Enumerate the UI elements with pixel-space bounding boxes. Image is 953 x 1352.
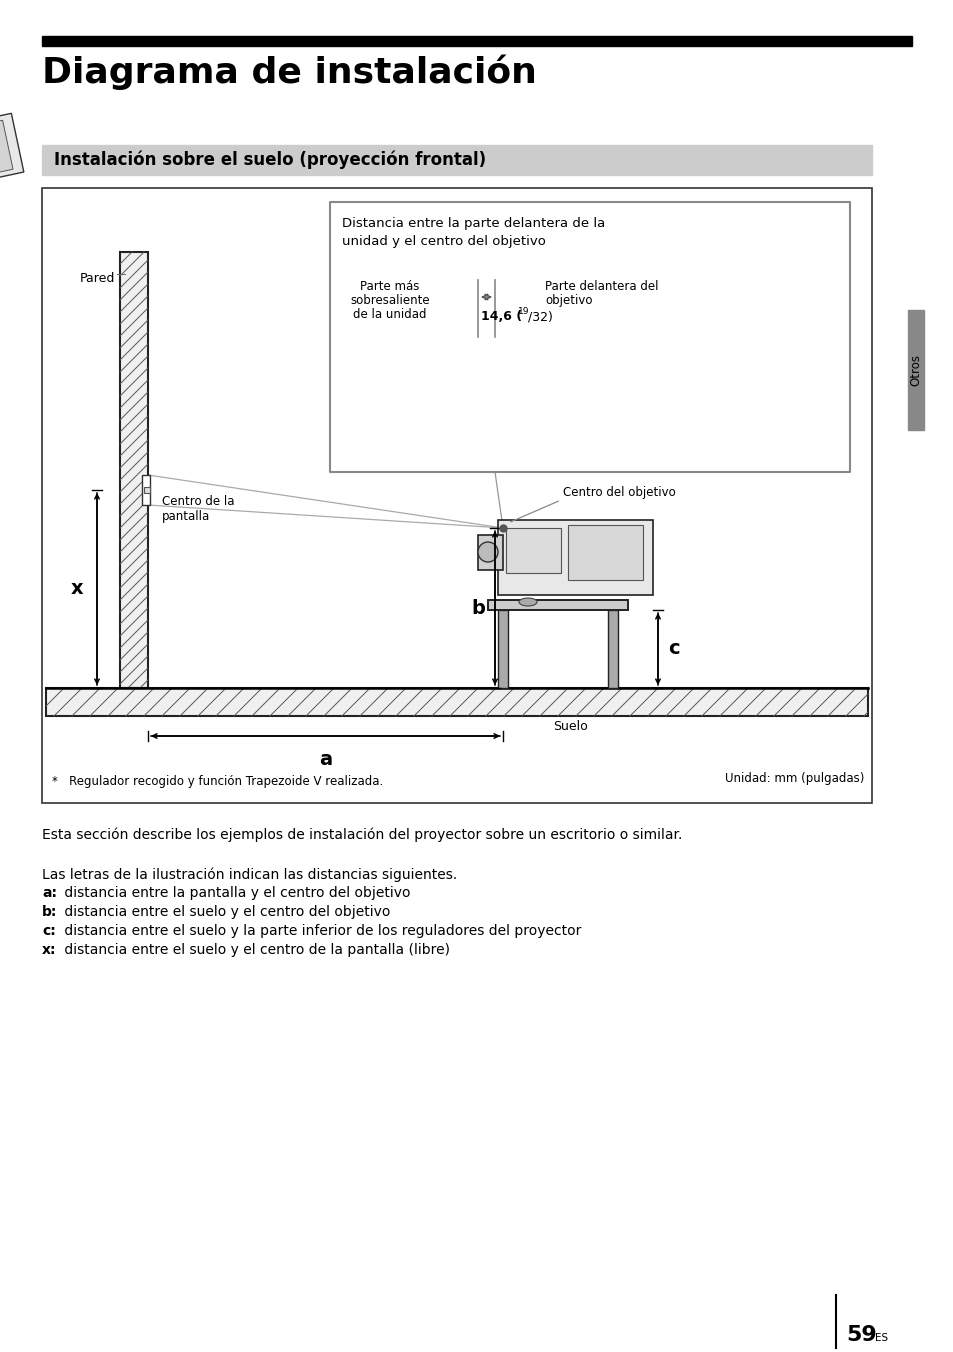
Text: ES: ES bbox=[874, 1333, 887, 1343]
Bar bbox=[505, 529, 560, 573]
Bar bbox=[42, 145, 871, 174]
Bar bbox=[142, 475, 150, 506]
Text: Centro del objetivo: Centro del objetivo bbox=[562, 485, 675, 499]
Text: Pared: Pared bbox=[79, 272, 115, 285]
Text: distancia entre el suelo y la parte inferior de los reguladores del proyector: distancia entre el suelo y la parte infe… bbox=[60, 923, 580, 938]
Text: distancia entre el suelo y el centro del objetivo: distancia entre el suelo y el centro del… bbox=[60, 904, 390, 919]
Text: c: c bbox=[667, 639, 679, 658]
Text: Instalación sobre el suelo (proyección frontal): Instalación sobre el suelo (proyección f… bbox=[54, 151, 486, 169]
Bar bbox=[907, 310, 923, 430]
Text: Distancia entre la parte delantera de la: Distancia entre la parte delantera de la bbox=[341, 218, 604, 230]
Text: de la unidad: de la unidad bbox=[353, 308, 426, 320]
Bar bbox=[46, 688, 867, 717]
Bar bbox=[488, 600, 627, 610]
Text: Parte más: Parte más bbox=[360, 280, 419, 293]
Text: unidad y el centro del objetivo: unidad y el centro del objetivo bbox=[341, 235, 545, 247]
Text: Suelo: Suelo bbox=[553, 721, 587, 733]
Text: 59: 59 bbox=[845, 1325, 876, 1345]
Text: distancia entre el suelo y el centro de la pantalla (libre): distancia entre el suelo y el centro de … bbox=[60, 942, 450, 957]
Text: 19: 19 bbox=[517, 307, 529, 316]
Text: Diagrama de instalación: Diagrama de instalación bbox=[42, 55, 537, 91]
Bar bbox=[497, 521, 652, 595]
Text: distancia entre la pantalla y el centro del objetivo: distancia entre la pantalla y el centro … bbox=[60, 886, 410, 900]
Text: *   Regulador recogido y función Trapezoide V realizada.: * Regulador recogido y función Trapezoid… bbox=[52, 775, 383, 788]
Bar bbox=[607, 610, 618, 688]
Bar bbox=[42, 188, 871, 803]
Circle shape bbox=[477, 542, 497, 562]
Text: objetivo: objetivo bbox=[544, 293, 592, 307]
Text: /32): /32) bbox=[527, 310, 553, 323]
Text: Las letras de la ilustración indican las distancias siguientes.: Las letras de la ilustración indican las… bbox=[42, 868, 456, 883]
Bar bbox=[497, 610, 507, 688]
Text: a: a bbox=[318, 750, 332, 769]
Text: c:: c: bbox=[42, 923, 55, 938]
Bar bbox=[144, 487, 150, 493]
Text: a:: a: bbox=[42, 886, 57, 900]
Text: Unidad: mm (pulgadas): Unidad: mm (pulgadas) bbox=[724, 772, 863, 786]
Text: b:: b: bbox=[42, 904, 57, 919]
Bar bbox=[488, 600, 627, 610]
Text: Centro de la: Centro de la bbox=[162, 495, 234, 508]
Bar bbox=[567, 525, 642, 580]
Polygon shape bbox=[0, 120, 13, 185]
Text: sobresaliente: sobresaliente bbox=[350, 293, 430, 307]
Bar bbox=[42, 37, 911, 46]
Bar bbox=[477, 535, 502, 571]
Ellipse shape bbox=[518, 598, 537, 606]
Bar bbox=[120, 251, 148, 688]
Text: b: b bbox=[471, 599, 484, 618]
Text: Otros: Otros bbox=[908, 354, 922, 387]
Text: Parte delantera del: Parte delantera del bbox=[544, 280, 658, 293]
Text: 14,6 (: 14,6 ( bbox=[480, 310, 521, 323]
Text: x:: x: bbox=[42, 942, 56, 957]
Bar bbox=[330, 201, 849, 472]
Polygon shape bbox=[0, 114, 24, 207]
Text: Esta sección describe los ejemplos de instalación del proyector sobre un escrito: Esta sección describe los ejemplos de in… bbox=[42, 827, 681, 842]
Text: pantalla: pantalla bbox=[162, 510, 210, 523]
Text: x: x bbox=[71, 580, 83, 599]
